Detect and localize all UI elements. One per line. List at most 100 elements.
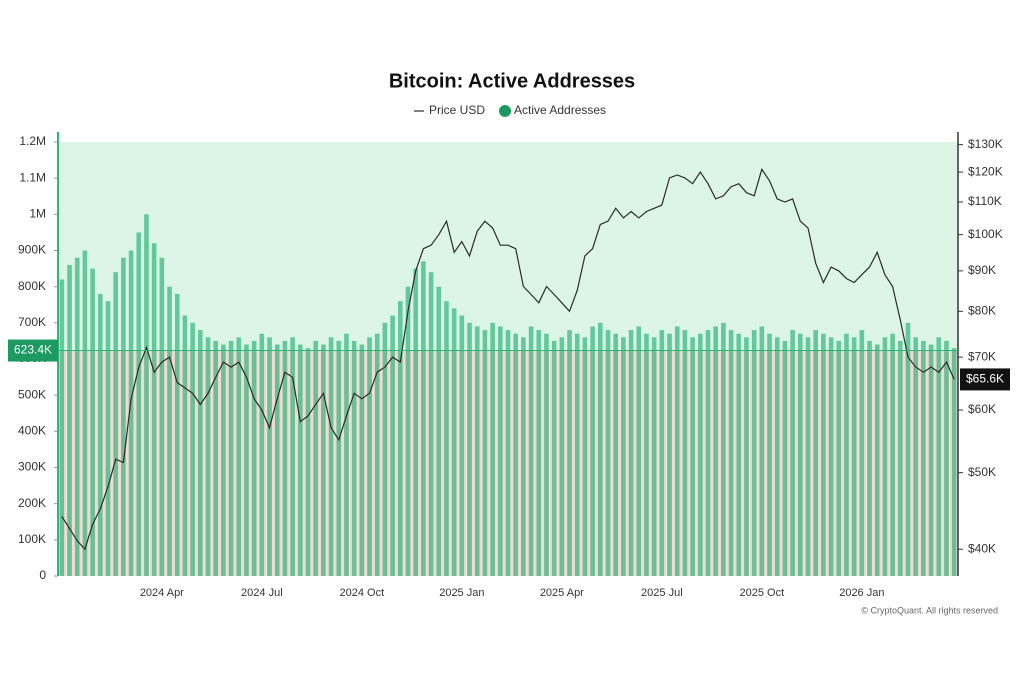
bar [498,326,503,576]
bar [705,330,711,576]
bar [490,322,495,576]
bar [405,286,411,576]
bar [644,333,649,576]
bar [282,340,288,576]
y-tick-label: 900K [18,243,46,257]
bar [928,344,934,576]
upper-zone [58,142,958,351]
y-tick-label: 700K [18,315,46,329]
bar [367,337,372,576]
bar [328,337,334,576]
x-tick-label: 2024 Jul [241,587,283,599]
bar [174,293,180,576]
bar [613,333,618,576]
bar [151,243,157,576]
bar [359,344,365,576]
x-tick-label: 2025 Apr [540,587,584,599]
legend-label: Price USD [429,103,485,117]
bar [698,333,703,576]
bar [136,232,142,576]
bar [121,257,126,576]
y-tick-label: 800K [18,279,46,293]
price-badge [960,368,1010,391]
bar [459,315,465,576]
price-line [61,167,955,551]
footer: © CryptoQuant. All rights reserved [861,605,998,615]
legend-label: Active Addresses [514,103,606,117]
bar [67,264,72,576]
bar [798,333,803,576]
bar [474,326,480,576]
bar [898,340,903,576]
bar [167,286,172,576]
bar [528,326,534,576]
bar [144,214,149,577]
y-tick-label: 400K [18,424,46,438]
y-tick-label: 100K [18,532,46,546]
bar [274,344,280,576]
bar [82,250,88,576]
bar [751,330,757,576]
bar [659,330,665,576]
bar [651,337,657,576]
x-tick-label: 2024 Apr [140,587,184,599]
bar [298,344,303,576]
y-tick-label: 1.2M [19,134,46,148]
bar [813,330,818,576]
bar [828,337,834,576]
bar [628,330,634,576]
bar [351,340,357,576]
bar [182,315,188,576]
bar [213,340,218,576]
bar [559,337,565,576]
bar [851,337,857,576]
y2-tick-label: $80K [968,303,996,317]
bar [605,330,611,576]
bar [944,340,949,576]
price-label: $65.6K [966,372,1004,386]
bar [398,301,403,576]
bar [59,279,65,576]
bar [505,330,511,576]
bar [74,257,80,576]
bar [636,326,642,576]
reference-badge [8,339,58,362]
bar [690,337,695,576]
bar [228,340,234,576]
bar [913,337,918,576]
bar [159,257,165,576]
y-tick-label: 300K [18,460,46,474]
bar [244,344,249,576]
bar [844,333,849,576]
bar [251,340,257,576]
y-tick-label: 1M [29,207,46,221]
y2-tick-label: $100K [968,227,1003,241]
y2-tick-label: $110K [968,194,1002,208]
bar [713,326,718,576]
bar [859,330,865,576]
bar [290,337,295,576]
bar [436,286,442,576]
bar [90,268,95,576]
bar [805,337,811,576]
bar [313,340,318,576]
bar [567,330,572,576]
bar [513,333,518,576]
bar [921,340,926,576]
bar [336,340,342,576]
bar [951,348,957,576]
y-tick-label: 1.1M [19,170,46,184]
bar [521,337,526,576]
bar [936,337,942,576]
bar [390,315,395,576]
bar [305,348,311,576]
bar [467,322,472,576]
bar [98,293,103,576]
bar [428,272,434,576]
bar [890,333,895,576]
y-tick-label: 0 [39,568,46,582]
bar [790,330,795,576]
x-tick-label: 2024 Oct [340,587,385,599]
bar [905,322,911,576]
